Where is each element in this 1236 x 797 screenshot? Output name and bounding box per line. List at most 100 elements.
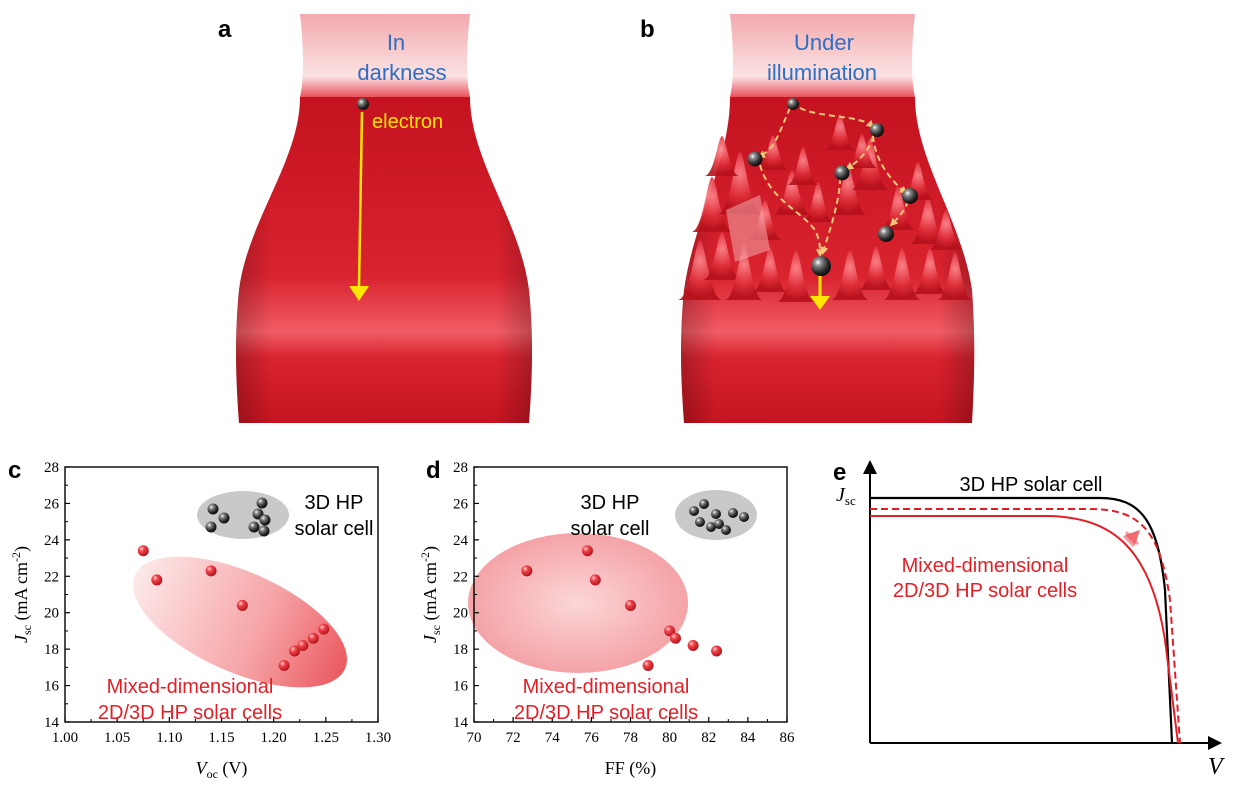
panel-e-y-axis-arrow — [863, 460, 877, 474]
panel-e-improvement-arrow — [1125, 530, 1140, 545]
panel-c-3d-label-line1: 3D HP — [305, 492, 364, 514]
panel-d-3d-cluster — [689, 499, 749, 535]
panel-a: a In darkness electron — [218, 14, 532, 423]
panel-d-mixed-region — [468, 533, 688, 673]
panel-e: e Jsc V 3D HP solar cell Mixed-dimension… — [833, 459, 1225, 780]
x-tick-label: 76 — [584, 730, 600, 746]
panel-e-curve-3d — [870, 496, 1174, 744]
panel-a-neck — [300, 14, 470, 97]
panel-b-peak — [757, 135, 789, 170]
panel-b-electron-6 — [878, 226, 894, 242]
y-tick-label: 22 — [44, 569, 59, 585]
x-tick-label: 80 — [662, 730, 677, 746]
data-point — [307, 632, 319, 644]
panel-b-peak — [691, 177, 733, 232]
y-tick-label: 20 — [453, 606, 468, 622]
x-tick-label: 1.15 — [208, 730, 234, 746]
y-tick-label: 28 — [44, 460, 59, 476]
panel-d-mixed-label-line2: 2D/3D HP solar cells — [514, 702, 698, 724]
data-point — [289, 645, 301, 657]
panel-a-title-line1: In — [387, 30, 405, 55]
panel-b-peak — [880, 186, 916, 230]
x-tick-label: 1.20 — [261, 730, 287, 746]
panel-b-peak — [702, 232, 742, 280]
y-tick-label: 26 — [44, 496, 60, 512]
y-tick-label: 14 — [453, 715, 469, 731]
data-point — [297, 640, 309, 651]
panel-d-label: d — [426, 457, 441, 484]
y-tick-label: 16 — [44, 679, 60, 695]
panel-c: c 1.00 1.05 1.10 1.15 1.20 1.25 1.30 14 16 18 20 22… — [8, 457, 391, 781]
panel-b-highlight — [726, 195, 770, 262]
panel-b-peak — [772, 170, 812, 215]
data-point — [151, 574, 163, 586]
panel-e-y-label: Jsc — [836, 484, 856, 508]
panel-b: b Under illumination — [640, 14, 975, 423]
y-tick-label: 28 — [453, 460, 468, 476]
y-axis-label: Jsc (mA cm-2) — [418, 546, 443, 643]
panel-e-label: e — [833, 459, 846, 486]
panel-b-peak — [717, 152, 763, 214]
panel-b-electron-5 — [902, 188, 918, 204]
x-tick-label: 74 — [545, 730, 561, 746]
panel-b-neck — [730, 14, 915, 97]
panel-c-3d-cluster — [205, 497, 271, 537]
x-tick-label: 1.25 — [313, 730, 339, 746]
panel-b-peak — [937, 252, 973, 300]
panel-c-plot: 1.00 1.05 1.10 1.15 1.20 1.25 1.30 14 16 18 20 22 24… — [9, 460, 391, 781]
panel-e-curve-mixed-improved — [870, 508, 1181, 744]
panel-b-electron-2 — [870, 123, 884, 137]
y-tick-label: 16 — [453, 679, 469, 695]
data-point — [581, 545, 593, 557]
x-tick-label: 84 — [740, 730, 756, 746]
panel-b-peak — [830, 250, 870, 300]
panel-b-title-line1: Under — [794, 30, 854, 55]
y-tick-label: 20 — [44, 606, 59, 622]
panel-a-yellow-arrowhead — [349, 286, 369, 301]
panel-e-mixed-label-line1: Mixed-dimensional — [902, 555, 1069, 577]
data-point — [521, 565, 533, 577]
x-tick-label: 86 — [780, 730, 796, 746]
panel-d: d 70 72 74 76 78 80 82 84 86 14 16 18 20 22 24 26 28 FF (… — [418, 457, 795, 779]
data-point — [137, 545, 149, 557]
panel-b-peak — [776, 250, 816, 302]
x-tick-label: 1.30 — [365, 730, 391, 746]
panel-b-peak — [908, 198, 948, 244]
panel-d-plot: 70 72 74 76 78 80 82 84 86 14 16 18 20 22 24 26 28 FF (%)… — [418, 460, 795, 779]
x-tick-label: 1.10 — [156, 730, 182, 746]
panel-b-title-line2: illumination — [767, 60, 877, 85]
panel-e-x-label: V — [1208, 754, 1225, 780]
panel-b-electron-7 — [811, 256, 831, 276]
panel-d-3d-label-line2: solar cell — [571, 518, 650, 540]
panel-b-rough-landscape — [677, 114, 973, 302]
y-tick-label: 26 — [453, 496, 469, 512]
panel-b-peak — [928, 210, 964, 250]
y-tick-label: 22 — [453, 569, 468, 585]
x-tick-label: 1.00 — [52, 730, 78, 746]
panel-b-electron-1 — [787, 98, 799, 110]
panel-c-label: c — [8, 457, 21, 484]
x-axis-label: Voc (V) — [196, 758, 248, 781]
panel-e-x-axis-arrow — [1208, 736, 1222, 750]
panel-b-dashed-paths — [757, 107, 909, 258]
panel-a-yellow-arrow-line — [357, 111, 364, 287]
data-point — [664, 625, 676, 637]
panel-b-peak — [677, 240, 723, 300]
data-point — [625, 599, 636, 611]
x-tick-label: 78 — [623, 730, 638, 746]
data-point — [205, 565, 217, 577]
y-tick-label: 24 — [44, 533, 60, 549]
panel-d-mixed-label-line1: Mixed-dimensional — [523, 676, 690, 698]
panel-b-peak — [912, 248, 948, 294]
panel-b-peak — [752, 247, 788, 292]
panel-c-mixed-label-line2: 2D/3D HP solar cells — [98, 702, 282, 724]
y-tick-label: 18 — [44, 642, 59, 658]
panel-b-electron-4 — [834, 165, 850, 181]
panel-c-3d-label-line2: solar cell — [295, 518, 374, 540]
panel-b-peak — [824, 114, 856, 150]
panel-b-peak — [724, 245, 764, 300]
panel-b-peak — [802, 182, 834, 222]
data-point — [711, 645, 723, 657]
panel-b-label: b — [640, 16, 655, 43]
